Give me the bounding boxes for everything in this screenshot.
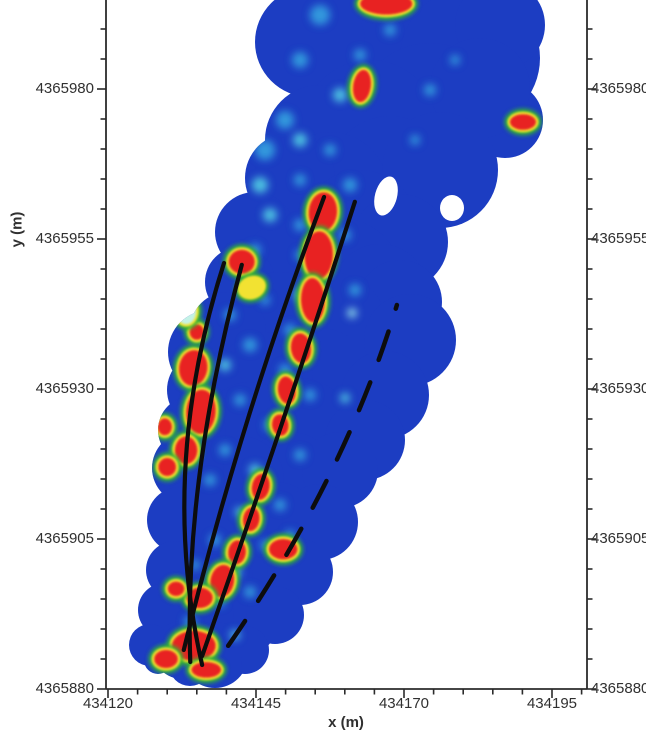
y-tick-label-right: 4365905 xyxy=(591,530,646,547)
y-axis-title: y (m) xyxy=(8,211,26,248)
x-tick-label: 434145 xyxy=(230,695,282,712)
hotspot xyxy=(354,0,418,21)
solid-interpretation-line xyxy=(181,194,327,653)
y-tick-label-left: 4365955 xyxy=(35,230,94,247)
hotspot xyxy=(152,412,178,441)
hotspot xyxy=(162,576,190,602)
hotspot xyxy=(152,452,182,482)
y-tick-label-left: 4365980 xyxy=(35,80,94,97)
hotspot xyxy=(148,644,184,674)
hotspot xyxy=(272,370,302,410)
solid-interpretation-line xyxy=(200,199,357,659)
hotspot xyxy=(173,344,214,392)
y-tick-label-left: 4365930 xyxy=(35,380,94,397)
hotspot xyxy=(234,272,269,303)
hotspot xyxy=(504,108,542,136)
y-tick-label-left: 4365880 xyxy=(35,680,94,697)
y-tick-label-right: 4365980 xyxy=(591,80,646,97)
hotspot xyxy=(170,292,202,330)
solid-interpretation-line xyxy=(187,262,244,665)
interpretation-lines xyxy=(181,194,400,668)
hotspot xyxy=(185,656,227,684)
x-tick-label: 434195 xyxy=(526,695,578,712)
x-tick-label: 434170 xyxy=(378,695,430,712)
dashed-interpretation-line xyxy=(225,302,400,649)
y-tick-label-right: 4365930 xyxy=(591,380,646,397)
axis-ticks xyxy=(97,28,596,698)
x-axis-title: x (m) xyxy=(328,714,364,731)
y-tick-label-left: 4365905 xyxy=(35,530,94,547)
y-tick-label-right: 4365880 xyxy=(591,680,646,697)
x-tick-label: 434120 xyxy=(82,695,134,712)
hotspot xyxy=(347,64,377,108)
hotspot xyxy=(223,244,261,280)
axes xyxy=(105,0,588,690)
y-tick-label-right: 4365955 xyxy=(591,230,646,247)
